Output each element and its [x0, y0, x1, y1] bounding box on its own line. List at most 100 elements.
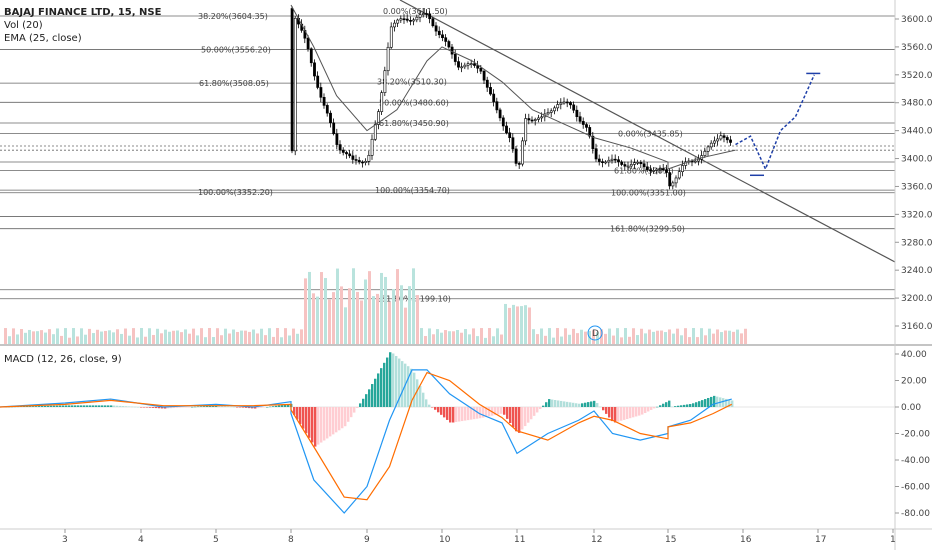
macd-histogram-bar [224, 406, 227, 407]
macd-histogram-bar [164, 407, 167, 409]
macd-histogram-bar [515, 407, 518, 432]
candle-body [642, 163, 646, 168]
time-tick-label: 4 [138, 535, 144, 545]
volume-bar [472, 328, 475, 344]
candle-body [364, 161, 368, 163]
candle-body [492, 93, 496, 102]
macd-histogram-bar [494, 407, 497, 416]
macd-histogram-bar [161, 407, 164, 409]
candle-body [399, 18, 403, 21]
candle-body [386, 46, 390, 72]
macd-histogram-bar [389, 352, 392, 407]
candle-body [594, 148, 598, 160]
macd-histogram-bar [437, 407, 440, 413]
volume-bar [84, 334, 87, 344]
macd-histogram-bar [428, 404, 431, 407]
dividend-marker[interactable] [587, 325, 603, 341]
candle-body [719, 135, 723, 140]
volume-bar [692, 328, 695, 344]
macd-histogram-bar [395, 356, 398, 407]
candle-body [460, 66, 464, 69]
macd-histogram-bar [338, 407, 341, 431]
time-tick-label: 17 [815, 535, 826, 545]
volume-bar [28, 329, 31, 344]
volume-bar [456, 330, 459, 344]
volume-bar [280, 337, 283, 344]
volume-bar [340, 286, 343, 344]
volume-bar [168, 331, 171, 344]
macd-histogram-bar [473, 407, 476, 420]
candle-body [361, 161, 364, 164]
candle-body [380, 92, 384, 112]
time-tick-label: 3 [62, 535, 68, 545]
volume-bar [484, 337, 487, 344]
candle-body [489, 87, 492, 95]
volume-bar [444, 330, 447, 344]
candle-body [338, 144, 342, 151]
fib-label: 50.00%(3480.60) [379, 98, 449, 107]
macd-histogram-bar [89, 405, 92, 407]
candle-body [655, 168, 659, 171]
volume-bar [252, 329, 255, 344]
macd-histogram-bar [65, 405, 68, 407]
volume-bar [364, 279, 367, 344]
volume-bar [176, 330, 179, 344]
volume-bar [128, 335, 131, 344]
volume-bar [532, 329, 535, 344]
volume-bar [284, 328, 287, 344]
volume-bar [704, 335, 707, 344]
macd-histogram-bar [551, 399, 554, 407]
macd-histogram-bar [548, 399, 551, 407]
price-tick-label: 3280.00 [901, 238, 932, 248]
candle-body [556, 104, 560, 109]
time-tick-label: 12 [591, 535, 602, 545]
macd-tick-label: -40.00 [901, 456, 930, 466]
volume-bar [228, 333, 231, 344]
macd-histogram-bar [476, 407, 479, 419]
macd-histogram-bar [419, 386, 422, 407]
volume-bar [712, 333, 715, 344]
macd-pane[interactable] [0, 352, 895, 514]
volume-bar [476, 336, 479, 344]
volume-bar [740, 333, 743, 344]
candle-body [725, 137, 729, 141]
candle-body [396, 19, 400, 24]
macd-histogram-bar [182, 407, 185, 408]
macd-histogram-bar [533, 407, 536, 416]
macd-histogram-bar [263, 407, 266, 408]
macd-histogram-bar [485, 407, 488, 417]
macd-histogram-bar [416, 379, 419, 407]
candle-body [524, 118, 528, 142]
volume-bar [304, 278, 307, 344]
volume-bar [632, 328, 635, 344]
candle-body [517, 163, 521, 165]
price-tick-label: 3480.00 [901, 99, 932, 109]
volume-bar [108, 330, 111, 344]
volume-bar [384, 276, 387, 344]
volume-bar [696, 337, 699, 344]
macd-histogram-bar [638, 407, 641, 416]
volume-bar [120, 333, 123, 344]
macd-histogram-bar [575, 403, 578, 407]
macd-histogram-bar [368, 389, 371, 407]
macd-histogram-bar [674, 406, 677, 407]
volume-bar [448, 331, 451, 344]
candle-body [575, 109, 579, 117]
macd-histogram-bar [644, 407, 647, 414]
volume-bar [80, 328, 83, 344]
volume-bar [292, 328, 295, 344]
price-pane[interactable]: 38.20%(3604.35) 50.00%(3556.20) 61.80%(350… [0, 0, 896, 344]
candle-body [351, 155, 355, 160]
volume-bar [344, 307, 347, 344]
candle-body [405, 18, 409, 21]
volume-bar [268, 328, 271, 344]
candle-body [649, 169, 652, 172]
price-tick-label: 3320.00 [901, 210, 932, 220]
candle-body [716, 138, 720, 142]
macd-histogram-bar [83, 405, 86, 407]
macd-histogram-bar [434, 407, 437, 410]
volume-bar [388, 301, 391, 344]
macd-histogram-bar [101, 405, 104, 407]
macd-histogram-bar [593, 400, 596, 407]
